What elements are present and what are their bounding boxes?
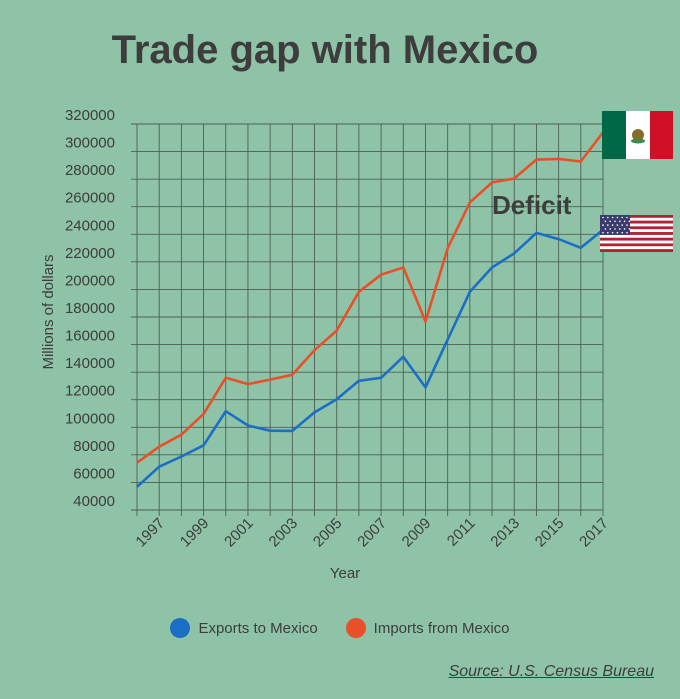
- x-tick-label: 1999: [177, 515, 213, 551]
- y-tick-label: 80000: [73, 438, 115, 455]
- legend-label-imports: Imports from Mexico: [373, 619, 510, 637]
- y-tick-label: 300000: [65, 135, 115, 152]
- y-tick-label: 60000: [73, 465, 115, 482]
- x-tick-label: 1997: [132, 515, 168, 551]
- legend-item-exports: Exports to Mexico: [170, 618, 318, 638]
- x-tick-label: 2009: [399, 515, 435, 551]
- x-tick-label: 2007: [354, 515, 390, 551]
- source-citation: Source: U.S. Census Bureau: [448, 663, 654, 680]
- legend: Exports to Mexico Imports from Mexico: [0, 618, 680, 638]
- legend-swatch-exports: [170, 618, 191, 638]
- grid: [131, 123, 604, 516]
- chart-title: Trade gap with Mexico: [111, 28, 539, 72]
- y-axis-ticks: 320000 300000 280000 260000 240000 220000 2000…: [65, 107, 115, 510]
- series-lines: [136, 131, 605, 488]
- x-tick-label: 2001: [221, 515, 257, 551]
- x-axis-label: Year: [330, 565, 360, 582]
- y-tick-label: 120000: [65, 383, 115, 400]
- y-tick-label: 160000: [65, 328, 115, 345]
- x-tick-label: 2015: [532, 515, 568, 551]
- series-line-imports: [136, 131, 605, 464]
- series-line-exports: [136, 228, 604, 488]
- us-flag-icon: [600, 215, 673, 252]
- line-chart: 320000 300000 280000 260000 240000 220000 2000…: [40, 107, 673, 582]
- x-tick-label: 2003: [266, 515, 302, 551]
- x-tick-label: 2005: [310, 515, 346, 551]
- y-tick-label: 180000: [65, 300, 115, 317]
- x-tick-label: 2017: [576, 515, 612, 551]
- legend-swatch-imports: [345, 618, 366, 638]
- y-tick-label: 240000: [65, 217, 115, 234]
- y-tick-label: 200000: [65, 272, 115, 289]
- y-tick-label: 280000: [65, 162, 115, 179]
- legend-item-imports: Imports from Mexico: [345, 618, 510, 638]
- y-tick-label: 260000: [65, 190, 115, 207]
- deficit-annotation: Deficit: [492, 190, 572, 220]
- mexico-flag-icon: [602, 111, 673, 159]
- y-tick-label: 40000: [73, 493, 115, 510]
- y-tick-label: 100000: [65, 410, 115, 427]
- legend-label-exports: Exports to Mexico: [198, 619, 318, 637]
- y-tick-label: 320000: [65, 107, 115, 124]
- y-tick-label: 140000: [65, 355, 115, 372]
- x-axis-ticks: 1997 1999 2001 2003 2005 2007 2009 2011 2013 2015…: [132, 515, 611, 551]
- y-tick-label: 220000: [65, 245, 115, 262]
- y-axis-label: Millions of dollars: [40, 254, 57, 369]
- x-tick-label: 2011: [444, 515, 479, 550]
- x-tick-label: 2013: [487, 515, 523, 551]
